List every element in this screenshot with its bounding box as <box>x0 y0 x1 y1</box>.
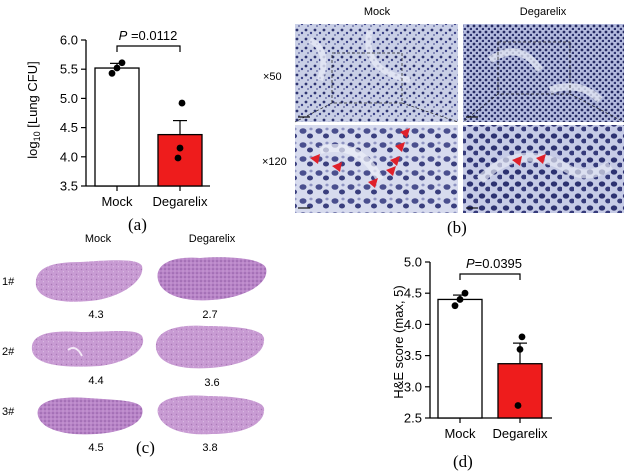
arrow-marker <box>368 178 378 188</box>
col-label-mock-b: Mock <box>364 6 391 18</box>
chart-d-data-point <box>461 289 469 297</box>
chart-a-y-tick-label: 4.5 <box>60 120 78 135</box>
arrow-marker <box>400 128 410 138</box>
chart-a-data-point <box>118 59 126 67</box>
score-degarelix-3: 3.8 <box>202 442 217 454</box>
chart-d-x-tick-label: Mock <box>444 426 476 441</box>
arrow-marker <box>310 154 320 164</box>
col-label-mock-c: Mock <box>85 233 112 245</box>
zoom-box-mock <box>331 52 403 104</box>
chart-a-y-tick-label: 5.0 <box>60 91 78 106</box>
arrow-marker <box>536 154 546 164</box>
chart-a-data-point <box>113 64 121 72</box>
chart-d-ylabel: H&E score (max, 5) <box>391 285 406 398</box>
chart-a-significance-bracket <box>116 45 181 52</box>
lung-section-mock-2 <box>31 331 144 367</box>
panel-label-d: (d) <box>453 452 473 471</box>
chart-d-x-tick-label: Degarelix <box>493 426 548 441</box>
panel-label-c: (c) <box>136 438 155 457</box>
lung-scans-panel-c: Mock Degarelix 1# 4.3 2.7 2# 4.4 3.6 3# … <box>2 233 267 454</box>
panel-label-b: (b) <box>447 218 467 237</box>
chart-a-data-point <box>178 99 186 107</box>
lung-section-mock-1 <box>35 260 143 302</box>
chart-a-y-tick-label: 4.0 <box>60 149 78 164</box>
chart-d-y-tick-label: 3.5 <box>404 348 422 363</box>
lung-section-mock-3 <box>37 397 143 435</box>
score-degarelix-2: 3.6 <box>204 377 219 389</box>
chart-d-y-tick-label: 4.0 <box>404 317 422 332</box>
arrow-marker <box>512 156 522 166</box>
chart-a-y-tick-label: 5.5 <box>60 62 78 77</box>
chart-a-bar-mock <box>94 67 140 187</box>
row-label-x50: ×50 <box>263 71 282 83</box>
score-mock-3: 4.5 <box>88 442 103 454</box>
chart-a-pvalue: P =0.0112 <box>119 28 178 43</box>
chart-a-plot: 3.5 4.0 4.5 5.0 5.5 6.0 Mock Degarelix <box>60 33 210 209</box>
row-id-2: 2# <box>2 346 15 358</box>
panel-label-a: (a) <box>128 215 147 234</box>
chart-d-data-point <box>516 345 524 353</box>
row-id-1: 1# <box>2 276 15 288</box>
chart-d-y-tick-label: 2.5 <box>404 411 422 426</box>
chart-a-x-tick-label: Degarelix <box>153 194 208 209</box>
chart-a-x-tick-label: Mock <box>101 194 133 209</box>
chart-a-data-point <box>108 69 116 77</box>
chart-d-data-point <box>518 333 526 341</box>
row-id-3: 3# <box>2 406 15 418</box>
infiltrate-arrows <box>310 128 546 188</box>
chart-a-ylabel-part: log <box>25 141 40 158</box>
micrograph-degarelix-x50 <box>463 24 624 122</box>
chart-d-pvalue: P=0.0395 <box>466 256 522 271</box>
chart-a: 3.5 4.0 4.5 5.0 5.5 6.0 Mock Degarelix log10 [L… <box>25 28 210 209</box>
row-label-x120: ×120 <box>262 156 287 168</box>
chart-a-y-tick-label: 3.5 <box>60 179 78 194</box>
lung-section-degarelix-3 <box>157 395 265 435</box>
chart-d-y-tick-label: 4.5 <box>404 286 422 301</box>
arrow-marker <box>390 156 400 166</box>
chart-d-y-tick-label: 3.0 <box>404 379 422 394</box>
chart-a-ylabel: log10 [Lung CFU] <box>25 61 42 158</box>
chart-d-data-point <box>456 296 464 303</box>
col-label-degarelix-b: Degarelix <box>520 6 567 18</box>
lung-section-degarelix-1 <box>157 257 267 301</box>
chart-a-ylabel-part: [Lung CFU] <box>25 61 40 131</box>
chart-d-plot: 2.5 3.0 3.5 4.0 4.5 5.0 Mock Degarelix <box>404 255 552 441</box>
chart-d-bar-mock <box>437 298 483 419</box>
chart-d-y-tick-label: 5.0 <box>404 255 422 270</box>
arrow-marker <box>332 162 342 172</box>
arrow-marker <box>395 142 405 152</box>
chart-a-data-point <box>176 144 184 152</box>
histology-panel-b: Mock Degarelix ×50 ×120 <box>262 6 624 213</box>
chart-d-data-point <box>514 402 522 409</box>
chart-a-data-point <box>174 154 182 162</box>
chart-d-bar-degarelix <box>497 363 543 419</box>
chart-d: 2.5 3.0 3.5 4.0 4.5 5.0 Mock Degarelix H&E scor… <box>391 255 552 441</box>
chart-a-y-tick-label: 6.0 <box>60 33 78 48</box>
chart-a-ylabel-part: 10 <box>32 131 42 141</box>
zoom-box-degarelix <box>497 41 571 95</box>
chart-d-data-point <box>451 302 459 310</box>
score-mock-1: 4.3 <box>88 309 103 321</box>
arrow-marker <box>386 166 396 176</box>
lung-section-degarelix-2 <box>155 325 265 369</box>
chart-d-significance-bracket <box>459 273 521 280</box>
col-label-degarelix-c: Degarelix <box>189 233 236 245</box>
score-degarelix-1: 2.7 <box>202 309 217 321</box>
score-mock-2: 4.4 <box>88 375 103 387</box>
